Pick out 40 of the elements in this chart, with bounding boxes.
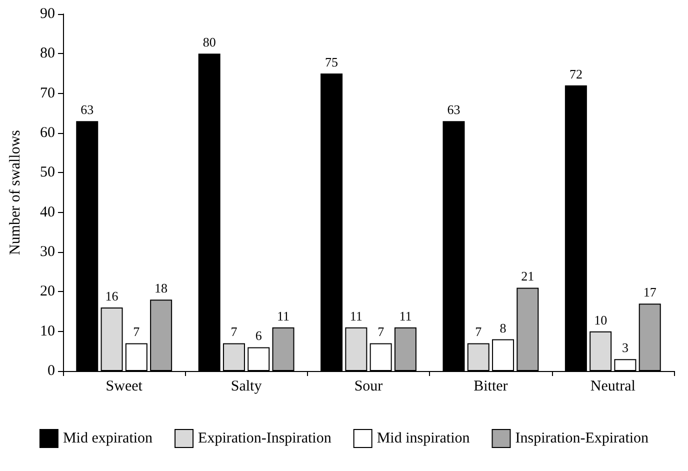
y-tick-label: 80 — [40, 46, 55, 62]
legend-label: Mid expiration — [62, 430, 154, 446]
x-tick-label: Sweet — [106, 378, 144, 394]
y-tick-label: 0 — [48, 363, 55, 379]
x-tick-label: Neutral — [590, 378, 636, 394]
x-tick-label: Salty — [230, 378, 262, 394]
y-tick-label: 40 — [40, 204, 55, 220]
data-label: 72 — [569, 66, 582, 82]
x-tick-label: Sour — [354, 378, 383, 394]
y-tick-label: 50 — [40, 164, 55, 181]
data-label: 63 — [447, 102, 460, 118]
legend-label: Inspiration-Expiration — [515, 430, 650, 446]
data-label: 63 — [80, 102, 94, 118]
data-label: 11 — [399, 308, 412, 324]
data-label: 8 — [500, 320, 506, 336]
data-label: 18 — [154, 280, 168, 296]
data-label: 21 — [521, 268, 534, 284]
legend-label: Mid inspiration — [376, 430, 470, 446]
y-tick-label: 20 — [40, 284, 55, 300]
y-tick-label: 60 — [40, 125, 55, 141]
data-label: 75 — [325, 54, 338, 70]
legend-label: Expiration-Inspiration — [198, 430, 332, 446]
data-label: 3 — [622, 340, 628, 356]
data-label: 11 — [276, 308, 290, 324]
data-label: 7 — [378, 324, 385, 340]
y-tick-label: 90 — [40, 6, 55, 22]
data-label: 7 — [230, 324, 238, 340]
data-label: 10 — [594, 312, 608, 328]
data-label: 7 — [475, 324, 482, 340]
data-label: 16 — [105, 288, 119, 304]
y-tick-label: 30 — [40, 244, 55, 260]
y-axis-title: Number of swallows — [8, 130, 24, 255]
data-label: 17 — [643, 284, 657, 300]
data-label: 7 — [133, 324, 140, 340]
data-label: 11 — [350, 308, 362, 324]
x-tick-label: Bitter — [474, 378, 508, 394]
data-label: 80 — [202, 34, 216, 50]
y-tick-label: 70 — [40, 85, 55, 102]
y-tick-label: 10 — [40, 323, 55, 340]
data-label: 6 — [255, 328, 262, 344]
